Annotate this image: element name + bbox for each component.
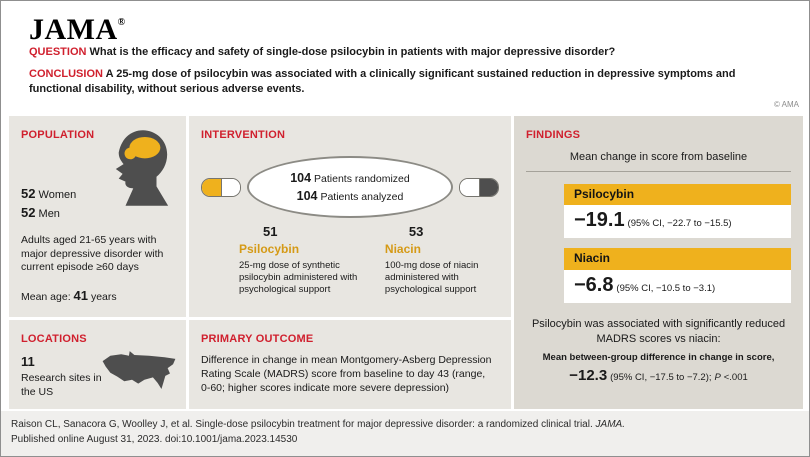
conclusion-line: CONCLUSION A 25-mg dose of psilocybin wa…: [29, 67, 781, 97]
findings-heading: FINDINGS: [526, 129, 581, 141]
psilocybin-arm-name: Psilocybin: [239, 242, 300, 257]
difference-line: −12.3 (95% CI, −17.5 to −7.2); P <.001: [526, 366, 791, 386]
niacin-arm: 53 Niacin 100-mg dose of niacin administ…: [385, 224, 499, 297]
psilocybin-pill-icon: [201, 177, 241, 197]
women-count: 52: [21, 186, 36, 202]
psilocybin-result-header: Psilocybin: [564, 183, 791, 206]
analyzed-label: Patients analyzed: [320, 191, 404, 204]
population-stats: 52 Women 52 Men: [21, 186, 174, 222]
primary-outcome-heading: PRIMARY OUTCOME: [201, 333, 314, 345]
p-value: <.001: [723, 371, 748, 383]
us-map-icon: [100, 348, 178, 401]
citation-footer: Raison CL, Sanacora G, Woolley J, et al.…: [1, 411, 809, 456]
women-label: Women: [38, 189, 77, 202]
analyzed-line: 104 Patients analyzed: [297, 187, 404, 205]
difference-value: −12.3: [569, 366, 608, 384]
randomized-label: Patients randomized: [314, 173, 410, 186]
question-label: QUESTION: [29, 46, 87, 58]
findings-panel: FINDINGS Mean change in score from basel…: [514, 116, 803, 409]
psilocybin-result-ci: (95% CI, −22.7 to −15.5): [627, 218, 732, 230]
population-heading: POPULATION: [21, 129, 95, 141]
citation-line-1: Raison CL, Sanacora G, Woolley J, et al.…: [11, 418, 799, 433]
citation-line-2: Published online August 31, 2023. doi:10…: [11, 433, 298, 445]
findings-summary: Psilocybin was associated with significa…: [531, 317, 786, 345]
psilocybin-arm: 51 Psilocybin 25-mg dose of synthetic ps…: [239, 224, 367, 297]
sites-count: 11: [21, 354, 35, 370]
locations-heading: LOCATIONS: [21, 333, 87, 345]
niacin-arm-name: Niacin: [384, 242, 421, 257]
question-text: What is the efficacy and safety of singl…: [89, 46, 616, 58]
niacin-arm-description: 100-mg dose of niacin administered with …: [384, 259, 479, 296]
conclusion-text: A 25-mg dose of psilocybin was associate…: [29, 68, 736, 95]
analyzed-count: 104: [296, 189, 318, 204]
conclusion-label: CONCLUSION: [29, 68, 103, 80]
copyright-notice: © AMA: [773, 100, 799, 109]
niacin-result-box: Niacin −6.8 (95% CI, −10.5 to −3.1): [564, 248, 791, 303]
men-label: Men: [38, 208, 60, 221]
locations-panel: LOCATIONS 11 Research sites in the US: [9, 320, 186, 409]
population-description: Adults aged 21-65 years with major depre…: [21, 234, 164, 274]
psilocybin-arm-count: 51: [263, 224, 278, 240]
population-panel: POPULATION 52 Women 52 Men Adults aged 2…: [9, 116, 186, 317]
niacin-result-ci: (95% CI, −10.5 to −3.1): [616, 282, 716, 294]
jama-logo-text: JAMA: [29, 13, 118, 46]
registered-mark: ®: [117, 17, 126, 28]
citation-journal: JAMA.: [595, 419, 625, 430]
mean-age-unit: years: [90, 291, 117, 303]
primary-outcome-text: Difference in change in mean Montgomery-…: [201, 354, 492, 394]
men-stat: 52 Men: [21, 205, 174, 222]
randomized-count: 104: [290, 171, 312, 186]
findings-subtitle: Mean change in score from baseline: [526, 150, 791, 172]
question-line: QUESTION What is the efficacy and safety…: [29, 45, 789, 60]
niacin-pill-icon: [459, 177, 499, 197]
primary-outcome-panel: PRIMARY OUTCOME Difference in change in …: [189, 320, 511, 409]
niacin-arm-count: 53: [408, 224, 424, 240]
psilocybin-result-body: −19.1 (95% CI, −22.7 to −15.5): [564, 205, 791, 239]
difference-ci: (95% CI, −17.5 to −7.2);: [610, 371, 712, 383]
head-brain-icon: [110, 128, 172, 213]
mean-age: Mean age: 41 years: [21, 288, 174, 305]
trial-arms: 51 Psilocybin 25-mg dose of synthetic ps…: [201, 224, 499, 297]
intervention-panel: INTERVENTION 104 Patients randomized 104…: [189, 116, 511, 317]
psilocybin-result-value: −19.1: [574, 209, 625, 232]
niacin-result-header: Niacin: [564, 248, 791, 270]
sites-description: Research sites in the US: [21, 372, 102, 398]
mean-age-label: Mean age:: [21, 291, 71, 303]
psilocybin-arm-description: 25-mg dose of synthetic psilocybin admin…: [239, 259, 358, 296]
jama-logo: JAMA®: [29, 7, 126, 46]
psilocybin-result-box: Psilocybin −19.1 (95% CI, −22.7 to −15.5…: [564, 183, 791, 239]
men-count: 52: [21, 205, 36, 221]
p-symbol: P: [714, 371, 721, 383]
intervention-heading: INTERVENTION: [201, 129, 286, 141]
niacin-result-body: −6.8 (95% CI, −10.5 to −3.1): [564, 269, 791, 303]
mean-age-value: 41: [73, 288, 89, 303]
randomization-oval: 104 Patients randomized 104 Patients ana…: [247, 156, 453, 219]
difference-label: Mean between-group difference in change …: [542, 352, 775, 364]
niacin-result-value: −6.8: [574, 273, 614, 296]
randomized-line: 104 Patients randomized: [290, 169, 410, 187]
women-stat: 52 Women: [21, 186, 174, 203]
trial-row: 104 Patients randomized 104 Patients ana…: [201, 156, 499, 219]
citation-text: Raison CL, Sanacora G, Woolley J, et al.…: [11, 419, 593, 430]
